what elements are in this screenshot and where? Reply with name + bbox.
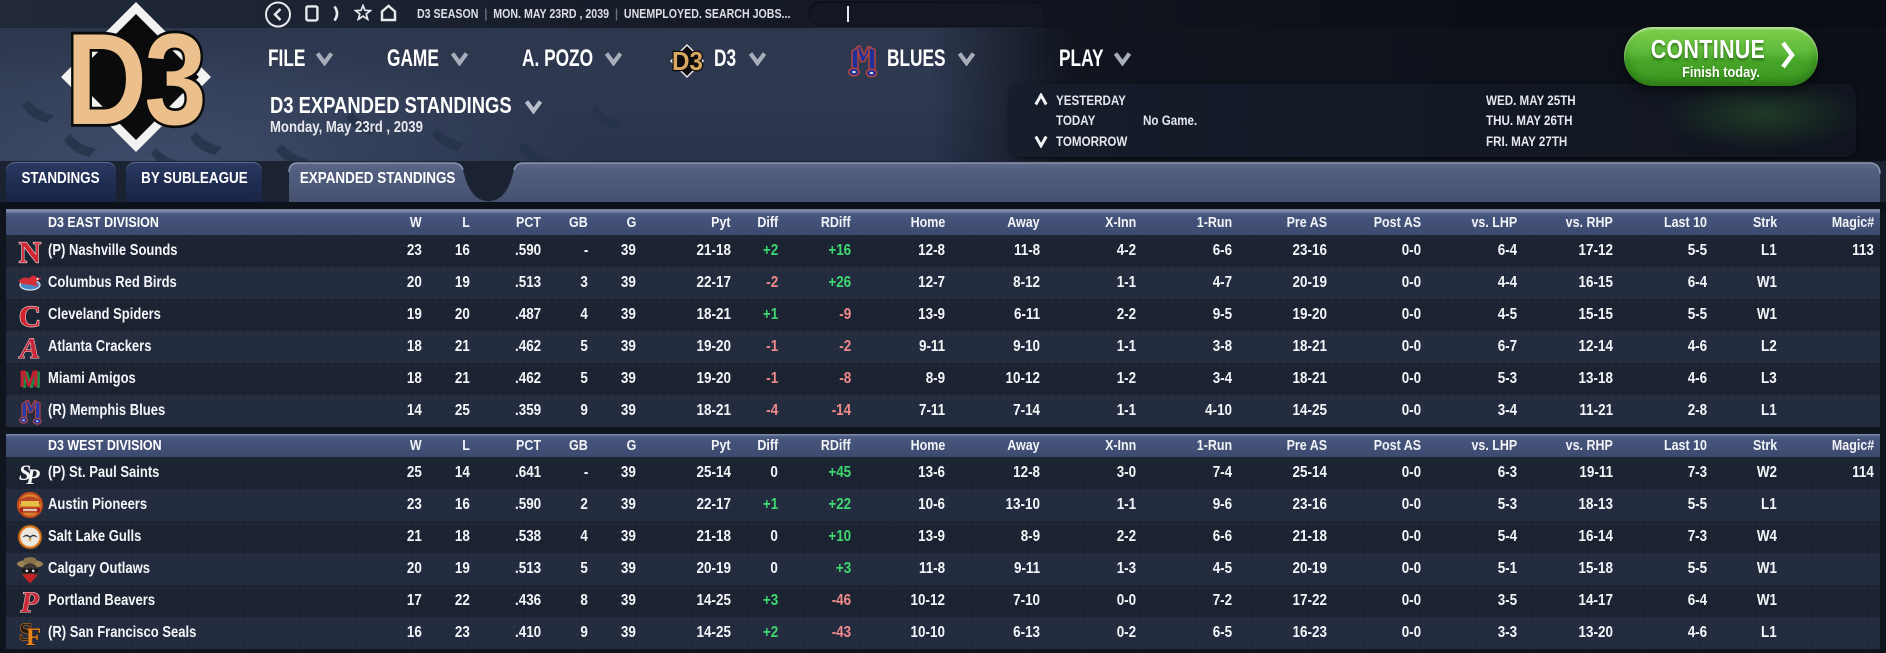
svg-text:N: N bbox=[19, 237, 41, 265]
svg-text:P: P bbox=[19, 587, 39, 615]
svg-text:M: M bbox=[19, 366, 39, 393]
svg-text:F: F bbox=[26, 624, 41, 647]
svg-text:D3: D3 bbox=[672, 46, 703, 76]
svg-text:S: S bbox=[19, 460, 31, 485]
svg-text:M: M bbox=[22, 367, 42, 393]
svg-text:D3: D3 bbox=[66, 6, 204, 152]
svg-text:A: A bbox=[18, 333, 40, 361]
svg-text:S: S bbox=[19, 619, 33, 646]
svg-text:P: P bbox=[25, 464, 40, 487]
svg-text:C: C bbox=[19, 301, 41, 329]
